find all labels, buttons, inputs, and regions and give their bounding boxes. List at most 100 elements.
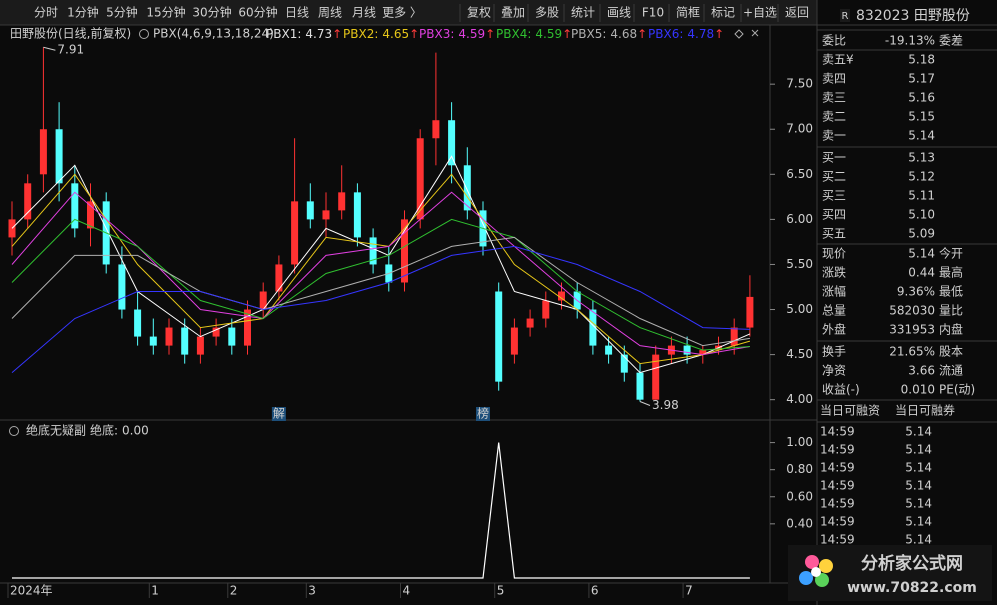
stat-value: 582030: [889, 304, 935, 318]
bid-label: 买四: [822, 208, 846, 222]
ask-label: 卖三: [822, 91, 846, 105]
candle-body: [275, 264, 283, 292]
candle-body: [87, 201, 94, 229]
candle-body: [730, 327, 738, 346]
trade-time: 14:59: [820, 515, 855, 529]
ask-label: 卖五¥: [822, 53, 854, 67]
stock-code: 832023 田野股份: [856, 8, 970, 24]
toolbar-button[interactable]: 多股: [535, 6, 559, 20]
stat-value: 331953: [889, 323, 935, 337]
stat-label: 最高: [939, 265, 963, 280]
stat-label: 内盘: [939, 322, 963, 337]
bid-label: 买二: [822, 170, 846, 184]
y-tick-label: 5.50: [786, 257, 813, 271]
bid-price: 5.13: [908, 151, 935, 165]
toolbar-tab[interactable]: 30分钟: [192, 5, 231, 20]
trade-price: 5.14: [905, 425, 932, 439]
trade-time: 14:59: [820, 497, 855, 511]
candle-body: [699, 350, 707, 355]
legend-arrow: ↑: [332, 27, 342, 41]
legend-arrow: ↑: [637, 27, 647, 41]
toolbar-tab[interactable]: 日线: [285, 6, 309, 20]
toolbar-tab[interactable]: 更多 〉: [382, 6, 422, 20]
toolbar-tab[interactable]: 60分钟: [238, 5, 277, 20]
y-tick-label: 0.60: [786, 489, 813, 503]
toolbar-button[interactable]: 统计: [571, 6, 595, 20]
candle-body: [683, 345, 691, 355]
toolbar-button[interactable]: 复权: [467, 6, 491, 20]
bid-price: 5.12: [908, 170, 935, 184]
y-tick-label: 5.00: [786, 302, 813, 316]
toolbar-button[interactable]: 画线: [607, 6, 631, 20]
pbx-line: [11, 245, 750, 373]
toolbar-button[interactable]: F10: [642, 6, 664, 20]
close-icon[interactable]: [751, 29, 759, 37]
candle-body: [589, 309, 597, 346]
toolbar-tab[interactable]: 月线: [352, 6, 376, 20]
legend-name: PBX3:: [419, 27, 454, 41]
stat-label: 总量: [822, 304, 846, 318]
candle-body: [181, 327, 189, 355]
candle-body: [746, 296, 754, 328]
legend-value: 4.68: [610, 27, 637, 41]
stat-label: PE(动): [939, 383, 975, 397]
bid-label: 买五: [822, 227, 846, 241]
candle-body: [620, 354, 628, 373]
stat-value: 21.65%: [889, 345, 935, 359]
indicator-line: [12, 442, 750, 579]
ask-label: 卖四: [822, 72, 846, 86]
legend-name: PBX1:: [266, 27, 301, 41]
candle-body: [228, 327, 236, 346]
toolbar-button[interactable]: 标记: [711, 6, 735, 20]
high-pointer: [43, 46, 56, 51]
legend-name: PBX6:: [648, 27, 683, 41]
row-value: -19.13%: [885, 34, 935, 48]
candle-body: [196, 336, 204, 355]
candle-body: [291, 201, 299, 265]
candle-body: [463, 165, 471, 211]
icon[interactable]: [734, 29, 744, 39]
legend-entry: PBX2: 4.65↑: [343, 27, 419, 41]
y-tick-label: 7.00: [786, 122, 813, 136]
toolbar-tab[interactable]: 1分钟: [67, 5, 99, 20]
bid-label: 买一: [822, 151, 846, 165]
toolbar-button[interactable]: 返回: [785, 6, 809, 20]
settings-icon[interactable]: [139, 29, 149, 39]
logo-box: [836, 548, 990, 598]
candle-body: [542, 300, 550, 319]
event-marker[interactable]: 解: [273, 407, 285, 421]
event-marker[interactable]: 榜: [477, 406, 489, 421]
x-tick-label: 5: [497, 584, 505, 598]
toolbar-tab[interactable]: 分时: [34, 6, 58, 20]
settings-icon[interactable]: [9, 426, 19, 436]
legend-value: 4.59: [458, 27, 485, 41]
legend-value: 4.59: [535, 27, 562, 41]
chart-title: 田野股份(日线,前复权): [10, 26, 131, 41]
toolbar-button[interactable]: +自选: [743, 6, 777, 20]
candle-body: [149, 336, 157, 346]
y-tick-label: 4.50: [786, 347, 813, 361]
y-tick-label: 0.80: [786, 462, 813, 476]
candle-body: [526, 318, 534, 328]
candle-body: [605, 345, 613, 355]
trade-price: 5.14: [905, 497, 932, 511]
bid-price: 5.09: [908, 227, 935, 241]
candle-body: [244, 309, 251, 346]
trade-time: 14:59: [820, 443, 855, 457]
trade-time: 14:59: [820, 479, 855, 493]
candle-body: [401, 219, 408, 283]
toolbar-tab[interactable]: 15分钟: [146, 5, 185, 20]
toolbar-tab[interactable]: 5分钟: [106, 5, 138, 20]
toolbar-button[interactable]: 简框: [676, 6, 700, 20]
x-tick-label: 2024年: [10, 584, 53, 598]
candle-body: [369, 237, 377, 265]
toolbar-tab[interactable]: 周线: [318, 6, 342, 20]
row-label: 委比: [822, 34, 846, 48]
ask-label: 卖一: [822, 129, 846, 143]
candle-body: [165, 327, 173, 346]
bid-price: 5.11: [908, 189, 935, 203]
toolbar-button[interactable]: 叠加: [501, 6, 525, 20]
legend-arrow: ↑: [409, 27, 419, 41]
legend-value: 4.73: [305, 27, 332, 41]
event-marker-bg: [476, 407, 490, 421]
